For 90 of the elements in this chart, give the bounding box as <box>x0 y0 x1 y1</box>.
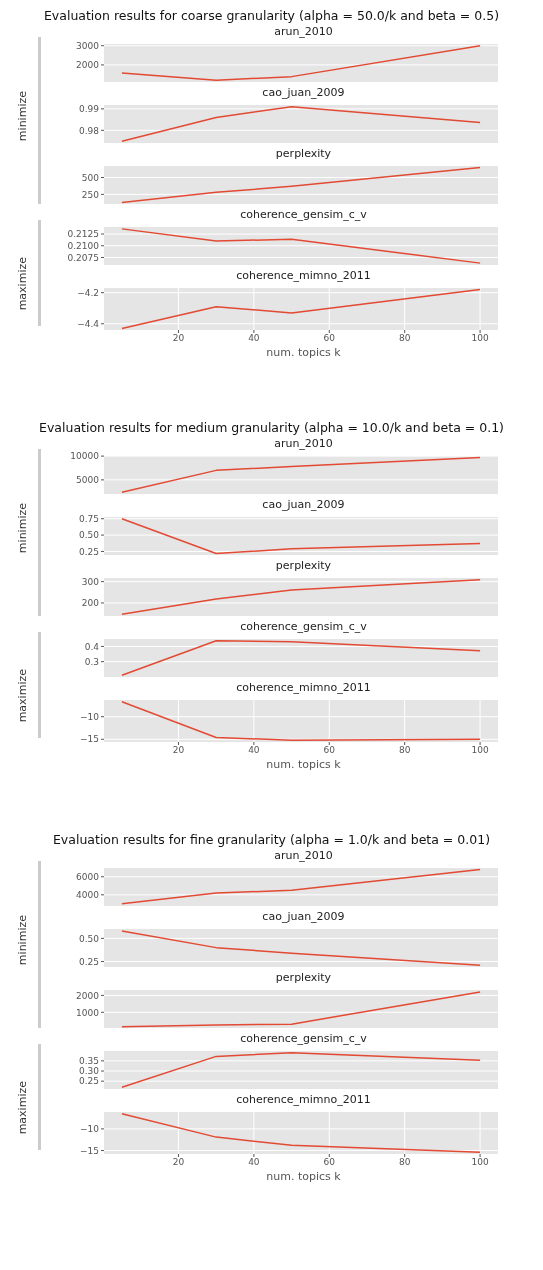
y-tick-label: 6000 <box>76 871 100 882</box>
y-axis-title: maximize <box>16 1081 29 1135</box>
chart-subtitle: cao_juan_2009 <box>261 86 346 99</box>
y-tick-label: 0.25 <box>78 956 99 967</box>
y-tick-label: 4000 <box>76 890 100 900</box>
chart-subtitle: cao_juan_2009 <box>261 910 346 923</box>
x-tick-label: 80 <box>398 1157 411 1168</box>
x-axis-title: num. topics k <box>265 758 342 772</box>
x-tick-label: 60 <box>323 745 336 756</box>
x-tick-label: 60 <box>323 1157 336 1168</box>
y-axis-title: minimize <box>16 915 29 966</box>
y-tick-label: −10 <box>80 1124 100 1135</box>
y-tick-label: 0.50 <box>78 530 100 541</box>
chart-subtitle: coherence_gensim_c_v <box>239 620 368 633</box>
x-axis-title: num. topics k <box>265 1170 342 1184</box>
y-tick-label: 0.2075 <box>67 252 99 263</box>
line-series <box>121 639 481 677</box>
y-tick-label: 0.35 <box>78 1056 99 1067</box>
y-tick-label: 0.25 <box>78 1076 99 1087</box>
y-tick-label: 0.3 <box>84 656 99 667</box>
x-tick-label: 40 <box>248 1157 260 1168</box>
y-tick-label: 2000 <box>76 60 100 71</box>
y-axis-title: maximize <box>16 257 29 311</box>
y-tick-label: −10 <box>80 711 100 722</box>
chart-subtitle: perplexity <box>274 971 333 984</box>
chart-subtitle: arun_2010 <box>273 25 334 38</box>
line-series <box>121 44 481 82</box>
chart-subtitle: coherence_mimno_2011 <box>235 269 372 282</box>
y-tick-label: 500 <box>81 172 100 183</box>
y-axis-title: maximize <box>16 669 29 723</box>
y-tick-label: 0.99 <box>78 104 100 115</box>
x-tick-label: 20 <box>172 745 185 756</box>
y-tick-label: 2000 <box>76 990 100 1001</box>
x-tick-label: 40 <box>248 333 260 344</box>
line-series <box>121 1051 481 1089</box>
line-series <box>121 991 481 1028</box>
y-tick-label: 200 <box>81 598 100 609</box>
x-tick-label: 40 <box>248 745 260 756</box>
line-series <box>121 578 481 616</box>
y-tick-label: 1000 <box>76 1007 100 1018</box>
line-series <box>121 456 481 493</box>
y-tick-label: 0.25 <box>78 546 99 557</box>
chart-subtitle: arun_2010 <box>273 849 334 862</box>
y-tick-label: 5000 <box>76 475 100 486</box>
y-tick-label: −15 <box>80 734 99 745</box>
x-tick-label: 80 <box>398 333 411 344</box>
y-tick-label: 0.98 <box>78 125 100 136</box>
chart-title: Evaluation results for medium granularity (alpha = 10.0/k and beta = 0.1) <box>38 420 505 435</box>
line-series <box>121 1112 481 1154</box>
chart-subtitle: coherence_gensim_c_v <box>239 208 368 221</box>
chart-subtitle: coherence_mimno_2011 <box>235 1093 372 1106</box>
y-axis-title: minimize <box>16 91 29 142</box>
y-tick-label: 0.4 <box>84 641 100 652</box>
y-tick-label: 0.50 <box>78 933 100 944</box>
x-tick-label: 20 <box>172 1157 185 1168</box>
line-series <box>121 228 481 264</box>
line-series <box>121 105 481 143</box>
y-tick-label: −4.4 <box>77 318 100 329</box>
chart-subtitle: perplexity <box>274 559 333 572</box>
line-series <box>121 517 481 555</box>
x-tick-label: 80 <box>398 745 411 756</box>
y-tick-label: 10000 <box>70 451 100 462</box>
line-series <box>121 868 481 905</box>
x-tick-label: 60 <box>323 333 336 344</box>
y-tick-label: −15 <box>80 1145 99 1156</box>
y-tick-label: −4.2 <box>77 287 99 298</box>
y-tick-label: 0.2100 <box>67 240 100 251</box>
y-axis-title: minimize <box>16 503 29 554</box>
y-tick-label: 0.75 <box>78 513 99 524</box>
chart-subtitle: cao_juan_2009 <box>261 498 346 511</box>
chart-title: Evaluation results for coarse granularity (alpha = 50.0/k and beta = 0.5) <box>42 8 501 23</box>
y-tick-label: 300 <box>81 576 100 587</box>
x-tick-label: 100 <box>471 745 489 756</box>
chart-subtitle: arun_2010 <box>273 437 334 450</box>
line-series <box>121 930 481 966</box>
y-tick-label: 3000 <box>76 40 100 51</box>
x-axis-title: num. topics k <box>265 346 342 360</box>
line-series <box>121 166 481 204</box>
x-tick-label: 100 <box>471 1157 489 1168</box>
chart-subtitle: coherence_gensim_c_v <box>239 1032 368 1045</box>
chart-title: Evaluation results for fine granularity (alpha = 1.0/k and beta = 0.01) <box>51 832 492 847</box>
line-series <box>121 288 481 330</box>
line-series <box>121 701 481 741</box>
y-tick-label: 250 <box>81 189 100 200</box>
y-tick-label: 0.2125 <box>67 229 99 240</box>
chart-subtitle: coherence_mimno_2011 <box>235 681 372 694</box>
y-tick-label: 0.30 <box>78 1066 100 1077</box>
x-tick-label: 20 <box>172 333 185 344</box>
chart-subtitle: perplexity <box>274 147 333 160</box>
x-tick-label: 100 <box>471 333 489 344</box>
